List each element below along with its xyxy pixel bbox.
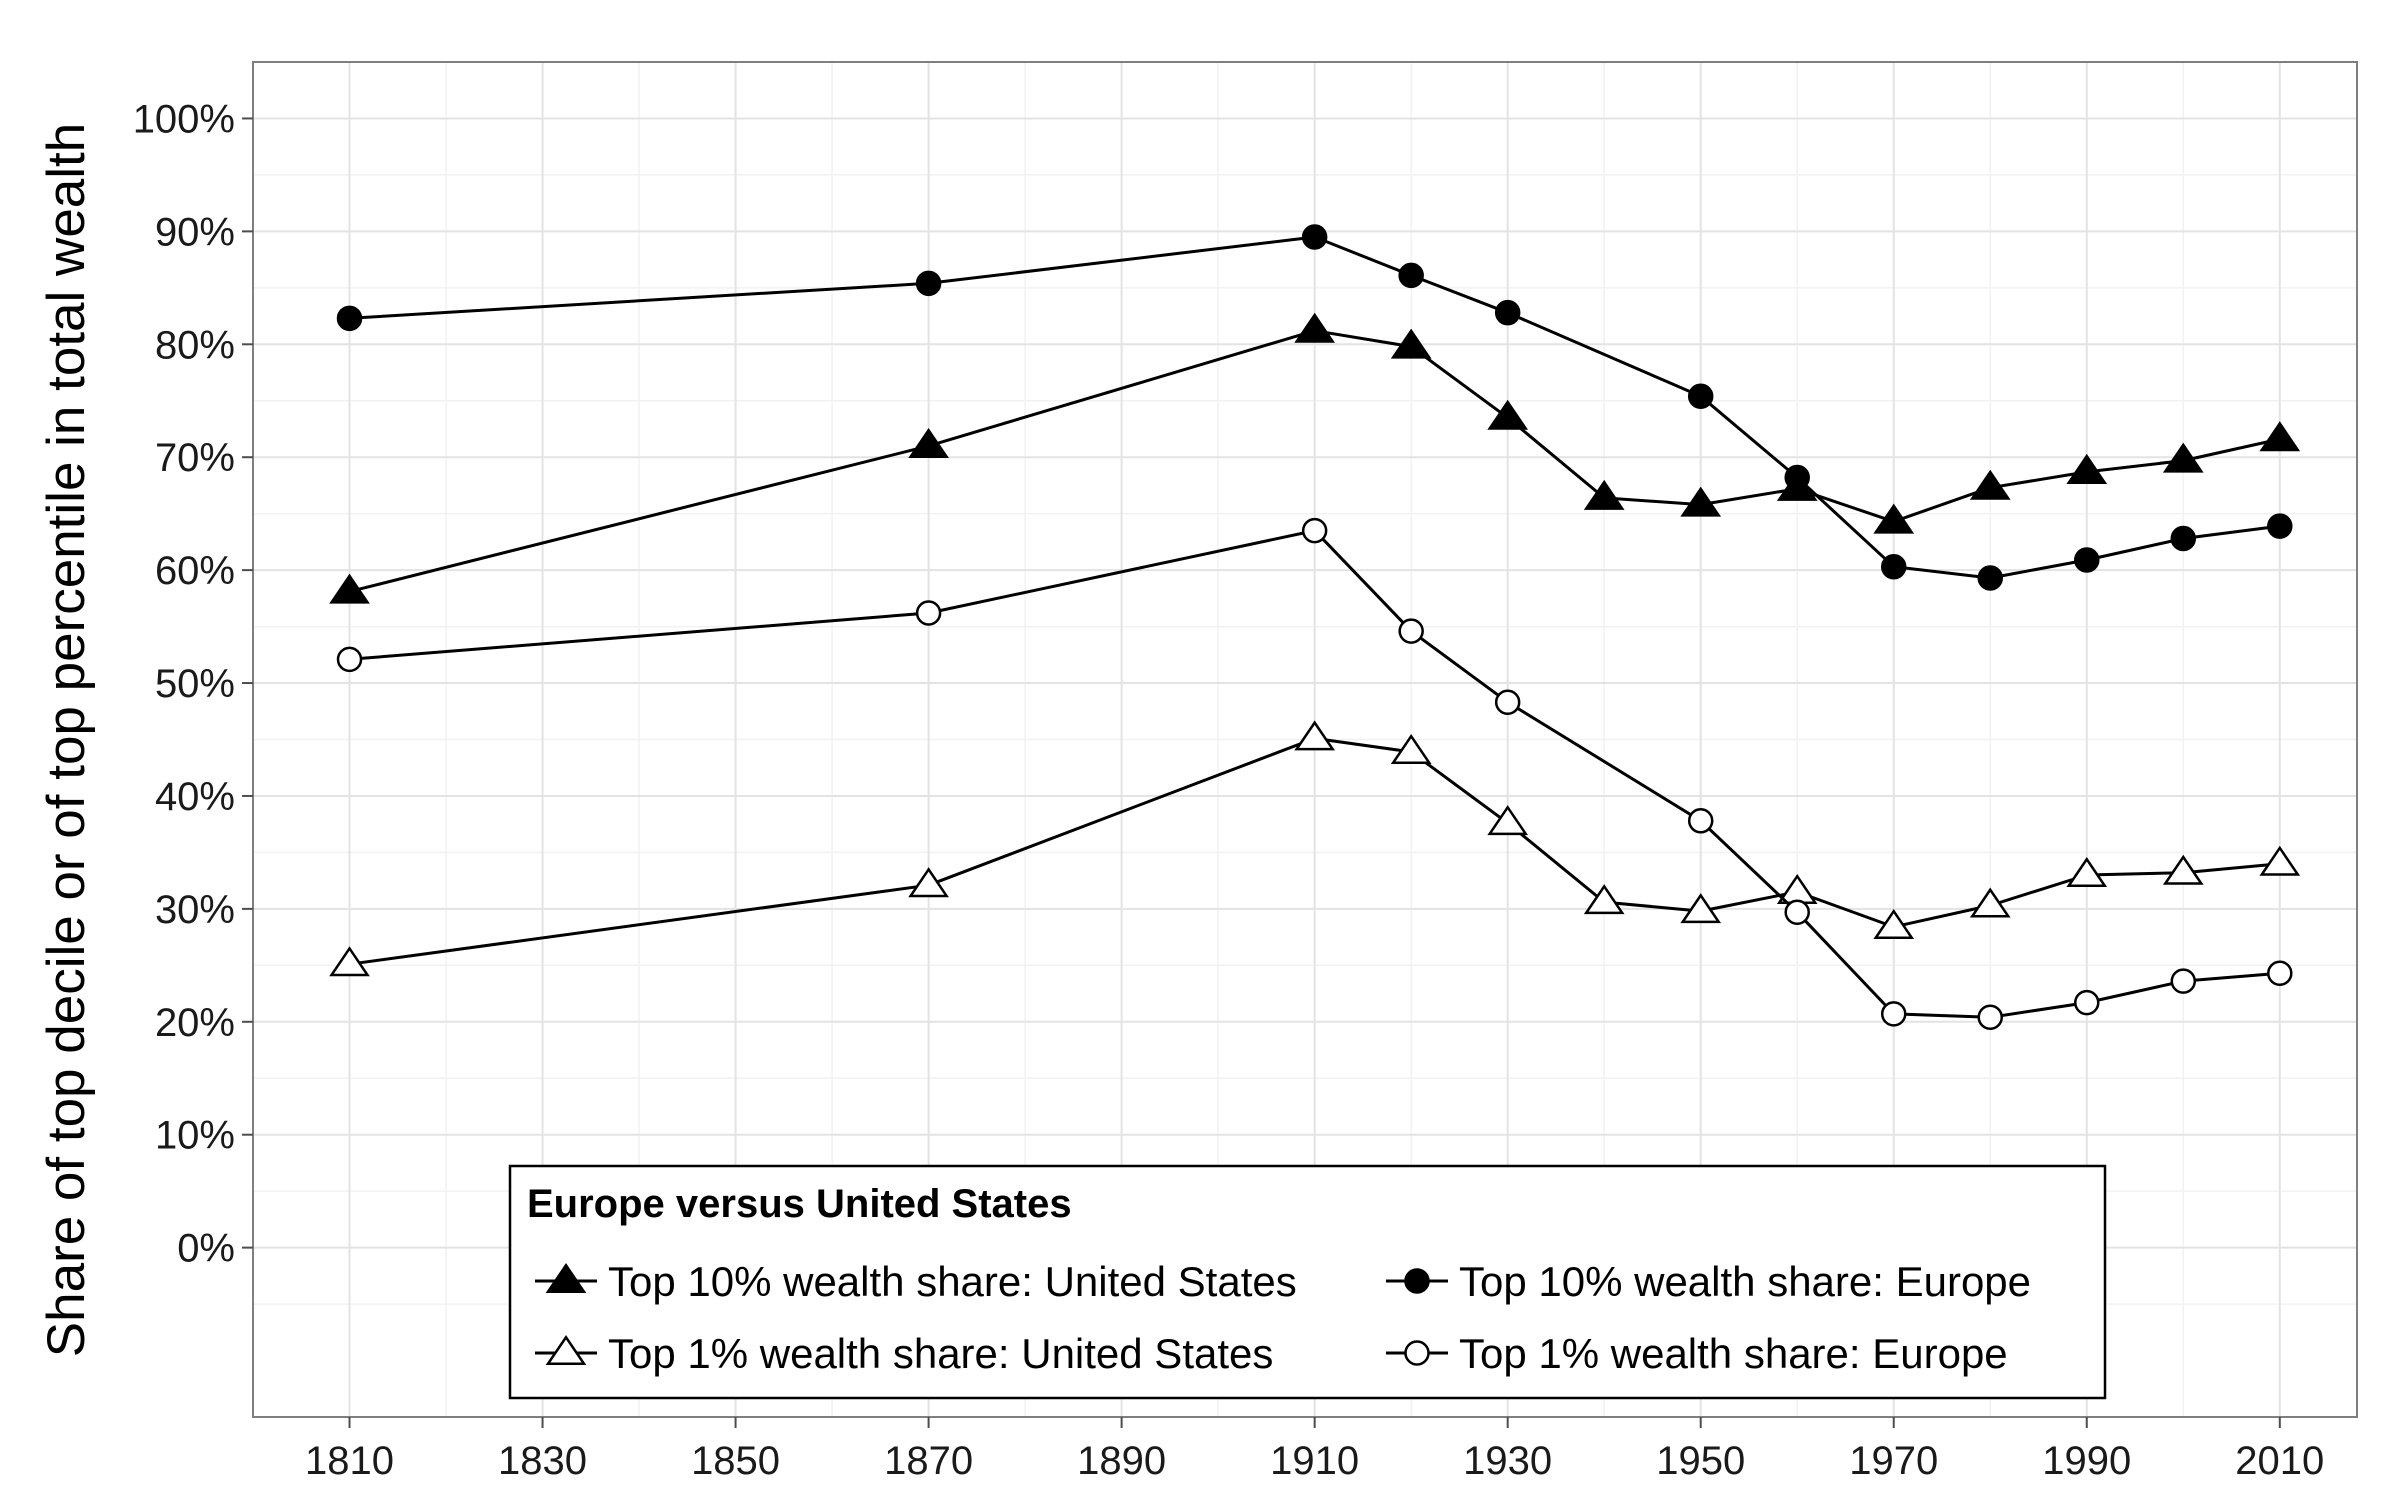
data-point xyxy=(2170,968,2197,994)
data-point xyxy=(2162,854,2204,885)
x-tick-label: 1890 xyxy=(1077,1439,1166,1483)
data-point xyxy=(2170,525,2197,552)
y-axis-title: Share of top decile or of top percentile… xyxy=(37,123,96,1357)
data-point xyxy=(2259,845,2301,876)
x-axis-tick-labels: 1810 1830 1850 1870 1890 1910 1930 1950 1970 1990… xyxy=(305,1439,2324,1483)
data-point xyxy=(1977,565,2003,591)
data-point xyxy=(1583,479,1625,510)
x-tick-label: 1950 xyxy=(1656,1439,1745,1483)
y-tick-label: 90% xyxy=(155,210,235,254)
x-tick-label: 1930 xyxy=(1463,1439,1552,1483)
data-point xyxy=(329,946,370,977)
data-point xyxy=(336,305,363,332)
data-point xyxy=(1301,517,1328,544)
data-point xyxy=(2066,453,2108,484)
x-tick-label: 1910 xyxy=(1270,1439,1359,1483)
y-tick-label: 30% xyxy=(155,888,235,932)
data-point xyxy=(1583,884,1625,915)
x-tick-label: 2010 xyxy=(2235,1439,2324,1483)
data-point xyxy=(1680,893,1722,924)
data-point xyxy=(2066,857,2108,888)
data-point xyxy=(908,867,949,898)
series-3 xyxy=(336,517,2293,1031)
data-point xyxy=(1487,399,1529,430)
y-tick-label: 60% xyxy=(155,549,235,593)
legend-box xyxy=(508,1164,2107,1400)
data-point xyxy=(908,427,949,458)
data-point xyxy=(1494,299,1521,326)
y-tick-label: 80% xyxy=(155,323,235,367)
data-point xyxy=(1969,887,2011,918)
data-point xyxy=(1487,805,1529,836)
data-point xyxy=(1390,328,1432,359)
data-point xyxy=(1873,908,1915,939)
data-point xyxy=(915,270,942,297)
series-layer xyxy=(329,224,2301,1031)
series-line xyxy=(349,529,2280,1019)
data-point xyxy=(1398,618,1424,644)
legend-title: Europe versus United States xyxy=(527,1182,1072,1226)
data-point xyxy=(1880,1001,1907,1027)
legend: Europe versus United States Top 10% weal… xyxy=(508,1164,2107,1400)
y-tick-label: 70% xyxy=(155,436,235,480)
data-point xyxy=(1873,503,1915,534)
x-tick-label: 1850 xyxy=(691,1439,780,1483)
legend-key-marker xyxy=(545,1335,587,1366)
data-point xyxy=(1784,899,1810,926)
legend-item: Top 10% wealth share: Europe xyxy=(1386,1258,2031,1305)
axis-ticks xyxy=(242,117,2281,1428)
legend-label: Top 10% wealth share: Europe xyxy=(1459,1258,2031,1305)
data-point xyxy=(1977,1004,2003,1031)
legend-item: Top 1% wealth share: Europe xyxy=(1386,1330,2008,1377)
legend-item: Top 10% wealth share: United States xyxy=(535,1258,1297,1305)
data-point xyxy=(2259,421,2301,452)
y-tick-label: 50% xyxy=(155,662,235,706)
legend-key-marker xyxy=(1404,1268,1430,1294)
x-tick-label: 1970 xyxy=(1849,1439,1938,1483)
data-point xyxy=(1398,262,1424,289)
y-tick-label: 40% xyxy=(155,775,235,819)
series-2 xyxy=(329,720,2301,977)
data-point xyxy=(1294,720,1336,751)
x-tick-label: 1870 xyxy=(884,1439,973,1483)
y-tick-label: 20% xyxy=(155,1001,235,1045)
y-axis-tick-labels: 0% 10% 20% 30% 40% 50% 60% 70% 80% 90% 100% xyxy=(133,97,235,1270)
legend-items: Top 10% wealth share: United States Top 1… xyxy=(535,1258,2031,1377)
data-point xyxy=(2074,547,2100,573)
series-1 xyxy=(336,224,2293,591)
data-point xyxy=(1969,469,2011,500)
series-line xyxy=(349,235,2280,580)
data-point xyxy=(2267,513,2293,539)
legend-key-marker xyxy=(545,1263,587,1294)
x-tick-label: 1810 xyxy=(305,1439,394,1483)
x-tick-label: 1830 xyxy=(498,1439,587,1483)
data-point xyxy=(1680,486,1722,517)
data-point xyxy=(2162,442,2204,473)
data-point xyxy=(1784,464,1810,491)
data-point xyxy=(1687,383,1714,409)
y-tick-label: 100% xyxy=(133,97,235,141)
plot-panel-border xyxy=(252,61,2358,1418)
y-tick-label: 10% xyxy=(155,1114,235,1158)
series-0 xyxy=(329,312,2301,604)
data-point xyxy=(1294,312,1336,343)
data-point xyxy=(336,646,363,673)
y-tick-label: 0% xyxy=(177,1227,235,1271)
data-point xyxy=(2074,989,2100,1016)
data-point xyxy=(1687,808,1714,834)
data-point xyxy=(1301,224,1328,250)
data-point xyxy=(2267,960,2293,986)
data-point xyxy=(1494,689,1521,715)
legend-item: Top 1% wealth share: United States xyxy=(535,1330,1273,1377)
data-point xyxy=(329,573,370,604)
legend-label: Top 10% wealth share: United States xyxy=(608,1258,1297,1305)
x-tick-label: 1990 xyxy=(2042,1439,2131,1483)
data-point xyxy=(1880,553,1907,580)
legend-key-marker xyxy=(1404,1340,1430,1366)
legend-label: Top 1% wealth share: Europe xyxy=(1459,1330,2008,1377)
legend-label: Top 1% wealth share: United States xyxy=(608,1330,1273,1377)
data-point xyxy=(1390,733,1432,764)
data-point xyxy=(915,600,942,626)
